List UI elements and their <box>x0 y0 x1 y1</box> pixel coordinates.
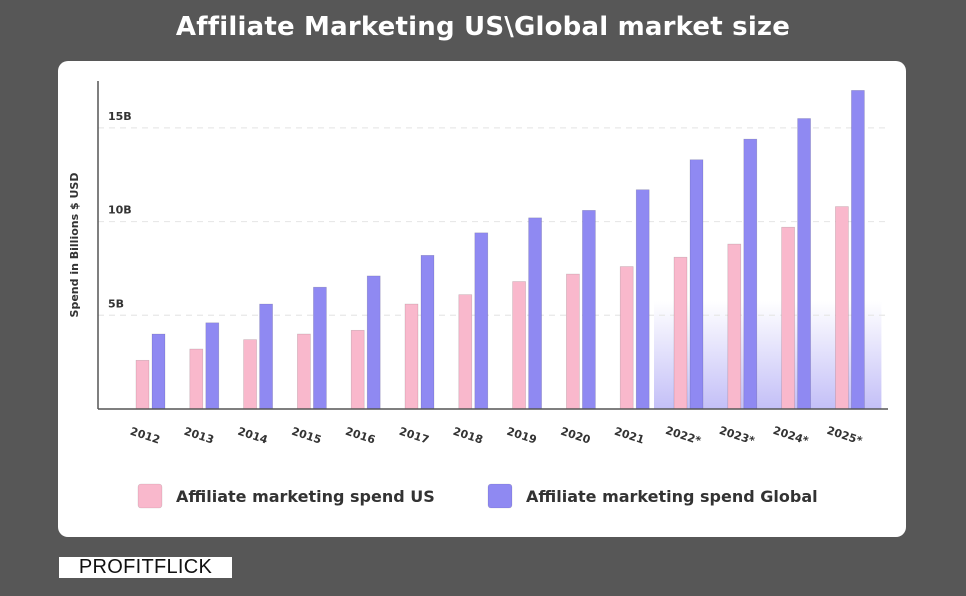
y-tick-label: 5B <box>108 297 124 310</box>
x-tick-label: 2017 <box>398 425 431 447</box>
x-tick-label: 2012 <box>129 425 162 447</box>
bar-us-2016 <box>350 329 365 410</box>
legend-swatch <box>487 483 513 509</box>
x-tick-label: 2013 <box>182 425 215 447</box>
bar-us-2019 <box>512 281 526 410</box>
x-tick-label: 2014 <box>236 425 269 447</box>
chart-card: 5B 10B 15B Spend in Billions $ USD 2012 2013 2… <box>58 61 906 537</box>
x-tick-label: 2019 <box>505 425 538 447</box>
bar-global-2015 <box>313 286 327 410</box>
bar-us-2013 <box>189 348 204 410</box>
legend-label: Affiliate marketing spend Global <box>526 487 818 506</box>
bar-us-2025 <box>835 206 849 410</box>
page-title: Affiliate Marketing US\Global market siz… <box>175 12 791 42</box>
bar-us-2017 <box>404 303 419 410</box>
bar-global-2019 <box>528 217 542 410</box>
x-tick-label: 2015 <box>290 425 323 447</box>
bar-us-2012 <box>135 359 150 410</box>
x-tick-label: 2016 <box>344 425 377 447</box>
x-tick-label: 2021 <box>613 425 646 447</box>
bar-global-2023 <box>743 138 758 410</box>
bar-global-2018 <box>474 232 489 410</box>
bar-global-2025 <box>851 90 865 410</box>
bar-us-2020 <box>566 273 580 410</box>
bar-global-2016 <box>366 275 381 410</box>
bar-us-2021 <box>619 266 634 410</box>
y-axis-label: Spend in Billions $ USD <box>68 173 81 318</box>
bar-chart: 5B 10B 15B Spend in Billions $ USD 2012 2013 2… <box>68 81 888 509</box>
brand-logo-text: PROFITFLICK <box>59 557 232 578</box>
x-tick-label: 2025* <box>825 424 864 448</box>
bar-us-2014 <box>243 339 257 410</box>
y-tick-label: 15B <box>108 110 132 123</box>
bar-global-2017 <box>420 255 435 410</box>
x-tick-label: 2020 <box>559 425 592 447</box>
x-tick-label: 2024* <box>771 424 810 448</box>
bar-global-2012 <box>151 333 166 410</box>
bar-us-2018 <box>458 294 473 410</box>
legend-swatch <box>137 483 163 509</box>
legend-label: Affiliate marketing spend US <box>176 487 435 506</box>
bar-global-2013 <box>205 322 220 410</box>
bar-global-2021 <box>635 189 650 410</box>
bar-us-2024 <box>781 226 795 410</box>
bar-us-2022 <box>673 256 688 410</box>
bar-global-2024 <box>797 118 811 410</box>
bar-global-2022 <box>689 159 704 410</box>
bar-us-2015 <box>297 333 311 410</box>
bar-global-2014 <box>259 303 273 410</box>
bar-us-2023 <box>727 243 742 410</box>
y-tick-label: 10B <box>108 204 132 217</box>
x-tick-label: 2018 <box>451 425 484 447</box>
x-tick-label: 2022* <box>664 424 703 448</box>
bar-global-2020 <box>582 210 596 410</box>
x-tick-label: 2023* <box>718 424 757 448</box>
